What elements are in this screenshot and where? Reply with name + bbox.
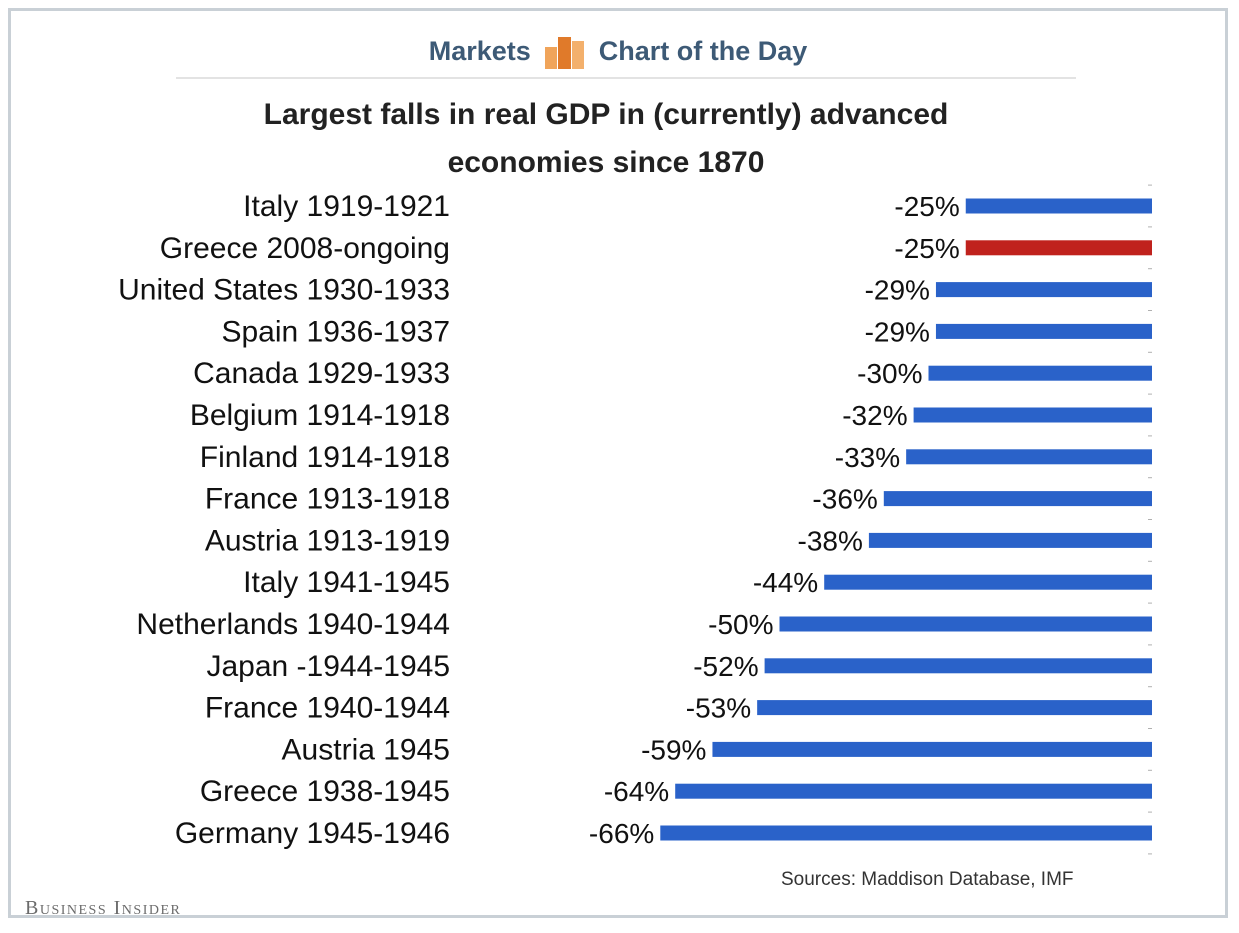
category-label: France 1940-1944 (205, 692, 450, 725)
data-label: -32% (842, 400, 907, 431)
feature-label: Chart of the Day (598, 35, 808, 66)
bar (868, 532, 1152, 548)
section-label: Markets (428, 35, 531, 66)
header-divider (176, 77, 1076, 79)
bar (757, 700, 1152, 716)
bar (928, 365, 1152, 381)
data-label: -50% (708, 609, 773, 640)
category-label: France 1913-1918 (205, 483, 450, 516)
bar (965, 198, 1152, 214)
bar (712, 741, 1152, 757)
chart-title: Largest falls in real GDP in (currently)… (11, 91, 1201, 187)
data-label: -30% (857, 358, 922, 389)
bar (913, 407, 1152, 423)
data-label: -25% (894, 233, 959, 264)
bar-chart-icon (544, 33, 585, 69)
bar (935, 282, 1152, 298)
category-label: Greece 1938-1945 (200, 775, 450, 808)
chart-title-line-2: economies since 1870 (447, 146, 765, 179)
data-label: -52% (693, 651, 758, 682)
category-label: Austria 1913-1919 (205, 524, 450, 557)
data-label: -25% (894, 191, 959, 222)
category-label: Italy 1919-1921 (243, 190, 450, 223)
category-label: United States 1930-1933 (118, 274, 450, 307)
source-note: Sources: Maddison Database, IMF (781, 869, 1074, 890)
bar (764, 658, 1152, 674)
bar (779, 616, 1152, 632)
data-label: -36% (812, 484, 877, 515)
category-label: Spain 1936-1937 (221, 315, 450, 348)
bar (906, 449, 1152, 465)
brand-logo: Business Insider (25, 897, 182, 919)
bar (660, 825, 1152, 841)
data-label: -64% (604, 776, 669, 807)
category-label: Austria 1945 (282, 733, 450, 766)
category-label: Finland 1914-1918 (200, 441, 450, 474)
data-label: -29% (865, 275, 930, 306)
category-label: Japan -1944-1945 (206, 650, 450, 683)
bar (824, 574, 1152, 590)
category-label: Canada 1929-1933 (193, 357, 450, 390)
category-label: Germany 1945-1946 (175, 817, 450, 850)
data-label: -59% (641, 734, 706, 765)
data-label: -66% (589, 818, 654, 849)
chart-title-line-1: Largest falls in real GDP in (currently)… (263, 98, 949, 131)
bar (935, 323, 1152, 339)
category-label: Italy 1941-1945 (243, 566, 450, 599)
bar (675, 783, 1152, 799)
data-label: -38% (798, 525, 863, 556)
data-label: -53% (686, 693, 751, 724)
category-label: Netherlands 1940-1944 (136, 608, 450, 641)
data-label: -33% (835, 442, 900, 473)
chart-header: Markets Chart of the Day (11, 33, 1225, 69)
bar (883, 491, 1152, 507)
bar (965, 240, 1152, 256)
data-label: -44% (753, 567, 818, 598)
category-label: Greece 2008-ongoing (160, 232, 450, 265)
data-label: -29% (865, 316, 930, 347)
category-label: Belgium 1914-1918 (190, 399, 450, 432)
